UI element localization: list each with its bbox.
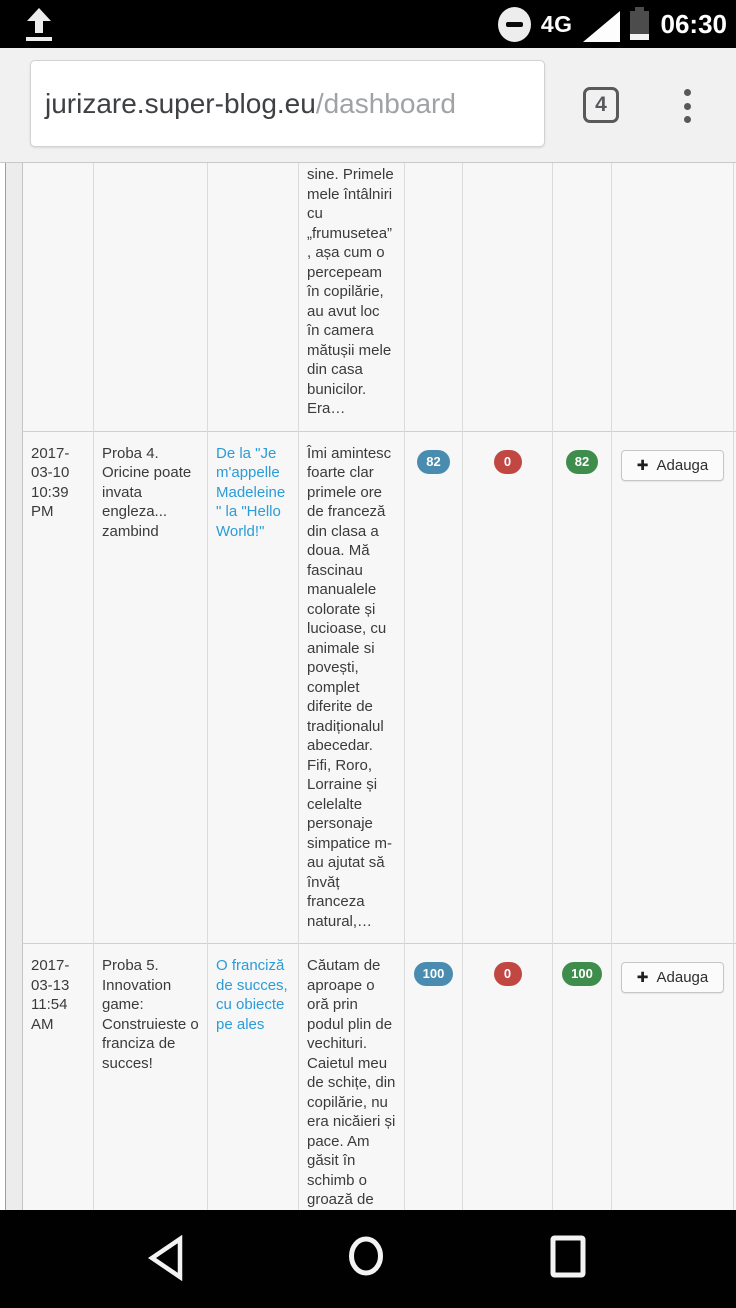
cell-spacer	[733, 943, 736, 1210]
add-button[interactable]: ✚ Adauga	[620, 449, 725, 481]
cell-score-green: 82	[552, 430, 612, 944]
page-content: sine. Primele mele întâlniri cu „frumuse…	[0, 163, 736, 1210]
score-badge-green: 100	[562, 962, 602, 986]
overflow-menu-icon[interactable]	[684, 89, 692, 123]
cell-score-green	[552, 163, 612, 431]
cell-excerpt: Îmi amintesc foarte clar primele ore de …	[298, 430, 405, 944]
cell-spacer	[733, 163, 736, 431]
score-badge-red: 0	[493, 962, 522, 986]
cell-score-red: 0	[462, 430, 553, 944]
cell-action	[611, 163, 734, 431]
cell-link: O franciză de succes, cu obiecte pe ales	[207, 943, 299, 1210]
table-row: 2017-03-10 10:39 PM Proba 4. Oricine poa…	[22, 430, 736, 944]
add-button[interactable]: ✚ Adauga	[620, 962, 725, 993]
cell-proba: Proba 4. Oricine poate invata engleza...…	[93, 430, 208, 944]
cell-score-blue	[404, 163, 463, 431]
cell-date: 2017-03-13 11:54 AM	[22, 943, 94, 1210]
cell-spacer	[733, 430, 736, 944]
status-time: 06:30	[660, 8, 728, 39]
cell-score-red	[462, 163, 553, 431]
cell-score-green: 100	[552, 943, 612, 1210]
browser-toolbar: jurizare.super-blog.eu/dashboard 4	[0, 48, 736, 163]
table-row: 2017-03-13 11:54 AM Proba 5. Innovation …	[22, 943, 736, 1210]
cell-score-red: 0	[462, 943, 553, 1210]
add-button-label: Adauga	[656, 456, 709, 474]
add-button-label: Adauga	[656, 969, 709, 986]
tab-switcher-icon[interactable]: 4	[583, 87, 619, 123]
url-path: /dashboard	[315, 87, 456, 119]
cell-action: ✚ Adauga	[611, 430, 734, 944]
panel-border	[5, 163, 6, 1210]
upload-icon	[26, 8, 52, 41]
cell-link: De la "Je m'appelle Madeleine" la "Hello…	[207, 430, 299, 944]
tab-count: 4	[595, 93, 607, 116]
score-badge-blue: 82	[417, 449, 450, 474]
post-link[interactable]: De la "Je m'appelle Madeleine" la "Hello…	[216, 444, 286, 540]
cell-excerpt: Căutam de aproape o oră prin podul plin …	[298, 943, 405, 1210]
cell-proba: Proba 5. Innovation game: Construieste o…	[93, 943, 208, 1210]
cell-score-blue: 100	[404, 943, 463, 1210]
plus-icon: ✚	[636, 456, 649, 473]
entries-table: sine. Primele mele întâlniri cu „frumuse…	[22, 163, 736, 1210]
cell-date	[23, 163, 94, 431]
post-link[interactable]: O franciză de succes, cu obiecte pe ales	[216, 957, 288, 1033]
table-row: sine. Primele mele întâlniri cu „frumuse…	[23, 163, 736, 431]
back-icon[interactable]	[146, 1234, 188, 1282]
score-badge-blue: 100	[413, 962, 454, 986]
battery-icon	[629, 7, 649, 40]
cell-score-blue: 82	[404, 430, 463, 944]
android-nav-bar	[0, 1210, 736, 1308]
cell-action: ✚ Adauga	[611, 943, 734, 1210]
score-badge-green: 82	[565, 449, 599, 474]
score-badge-red: 0	[493, 449, 522, 474]
recents-icon[interactable]	[549, 1234, 589, 1282]
url-domain: jurizare.super-blog.eu	[45, 87, 316, 119]
plus-icon: ✚	[636, 969, 649, 985]
url-bar[interactable]: jurizare.super-blog.eu/dashboard	[30, 60, 545, 147]
signal-strength-icon	[582, 10, 620, 42]
cell-date: 2017-03-10 10:39 PM	[22, 430, 94, 944]
network-type-label: 4G	[540, 10, 573, 37]
home-icon[interactable]	[347, 1232, 387, 1280]
cell-link	[207, 163, 299, 431]
cell-excerpt: sine. Primele mele întâlniri cu „frumuse…	[298, 163, 405, 431]
do-not-disturb-icon	[497, 6, 531, 42]
status-bar: 4G 06:30	[0, 0, 736, 48]
cell-proba	[93, 163, 208, 431]
